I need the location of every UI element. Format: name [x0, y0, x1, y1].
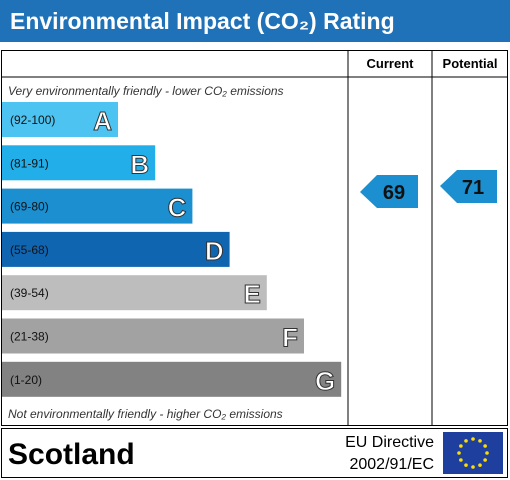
eu-star [459, 444, 463, 448]
region: Scotland [8, 438, 135, 471]
band-letter: A [93, 106, 112, 136]
band-bar [2, 361, 342, 397]
band-bar [2, 145, 156, 181]
title-bar [0, 0, 510, 42]
eu-star [485, 451, 489, 455]
column-header: Potential [443, 56, 498, 71]
band-range: (21-38) [10, 330, 49, 344]
band-letter: E [243, 279, 260, 309]
band-letter: F [282, 323, 298, 353]
directive: 2002/91/EC [349, 456, 434, 473]
column-header: Current [367, 56, 415, 71]
current-arrow [360, 175, 418, 208]
directive: EU Directive [345, 434, 434, 451]
eu-star [464, 439, 468, 443]
band-bar [2, 275, 267, 311]
title: Environmental Impact (CO₂) Rating [10, 8, 395, 34]
band-bar [2, 102, 118, 137]
eu-star [471, 437, 475, 441]
band-range: (81-91) [10, 156, 49, 170]
bottom-note: Not environmentally friendly - higher CO… [8, 407, 283, 421]
band-letter: C [168, 193, 187, 223]
eu-star [478, 439, 482, 443]
band-letter: G [315, 366, 335, 396]
top-note: Very environmentally friendly - lower CO… [8, 84, 284, 98]
band-letter: D [205, 236, 224, 266]
footer-frame [1, 428, 508, 478]
current-rating: 69 [383, 182, 405, 204]
potential-arrow [440, 170, 497, 203]
band-range: (39-54) [10, 286, 49, 300]
eu-star [483, 444, 487, 448]
eu-star [464, 463, 468, 467]
potential-rating: 71 [462, 177, 484, 199]
band-range: (1-20) [10, 373, 42, 387]
eu-star [471, 465, 475, 469]
band-bar [2, 318, 304, 354]
frame [1, 50, 508, 426]
band-range: (92-100) [10, 113, 55, 127]
eu-star [459, 458, 463, 462]
eu-star [478, 463, 482, 467]
band-letter: B [130, 149, 149, 179]
band-range: (55-68) [10, 243, 49, 257]
band-range: (69-80) [10, 200, 49, 214]
bands: (92-100) A (81-91) B (69-80) C (55-68) D (39-54)… [2, 102, 342, 397]
eu-star [457, 451, 461, 455]
eu-star [483, 458, 487, 462]
band-bar [2, 188, 193, 224]
eu-stars [457, 437, 489, 469]
band-bar [2, 231, 230, 267]
